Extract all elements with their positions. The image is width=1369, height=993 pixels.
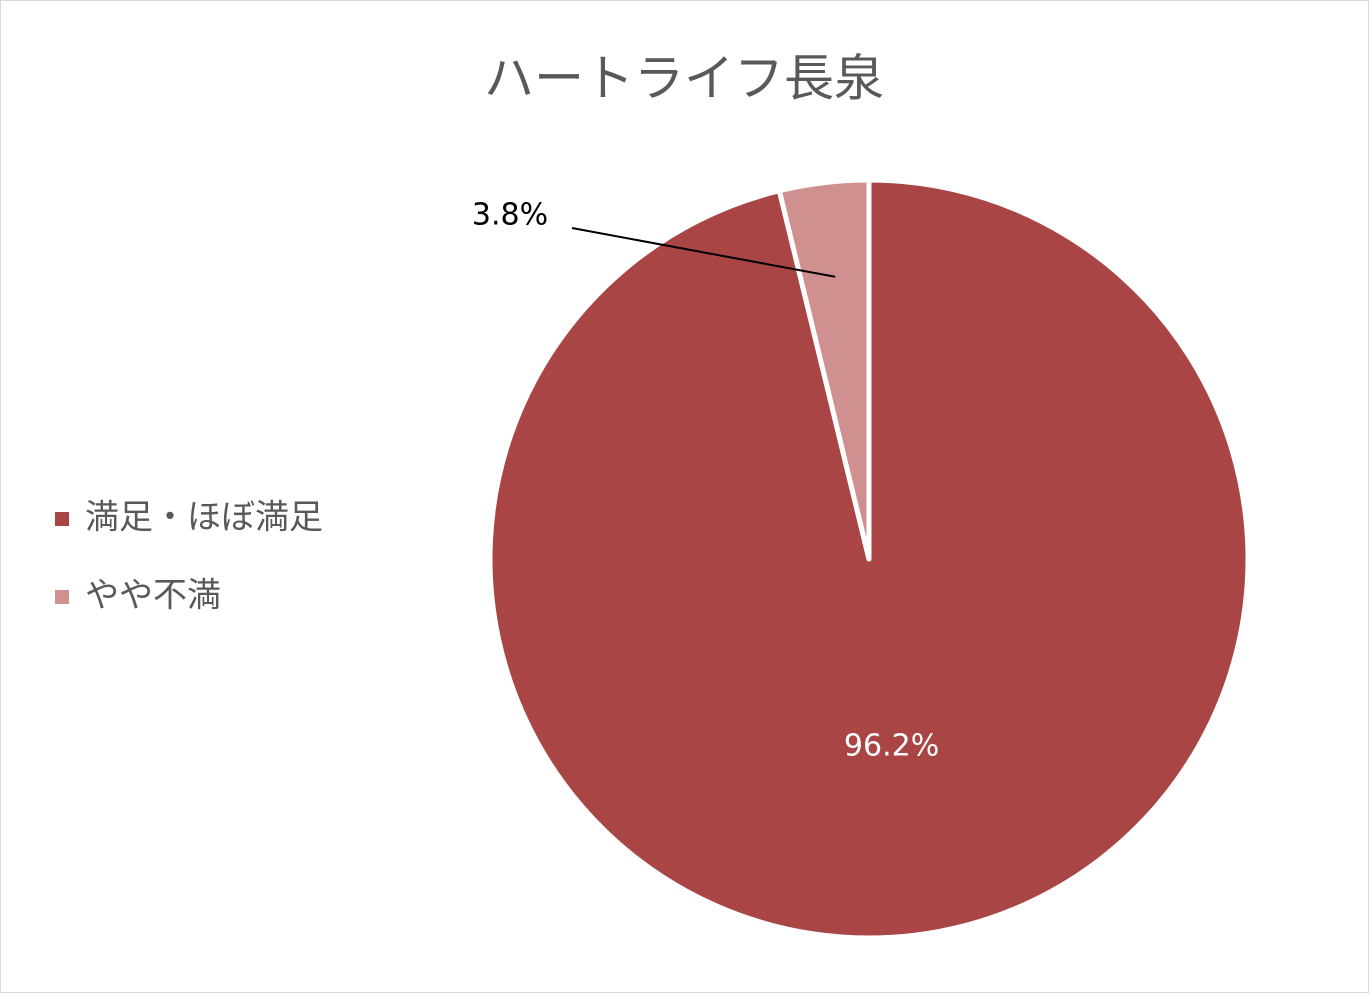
pie-slice <box>776 177 872 562</box>
data-label: 96.2% <box>844 729 939 764</box>
legend-label: やや不満 <box>85 576 221 616</box>
leader-line <box>571 227 836 278</box>
data-label: 3.8% <box>472 198 548 233</box>
legend-swatch <box>55 512 69 526</box>
legend-swatch <box>55 590 69 604</box>
chart-title: ハートライフ長泉 <box>484 50 884 108</box>
legend-label: 満足・ほぼ満足 <box>85 498 323 538</box>
